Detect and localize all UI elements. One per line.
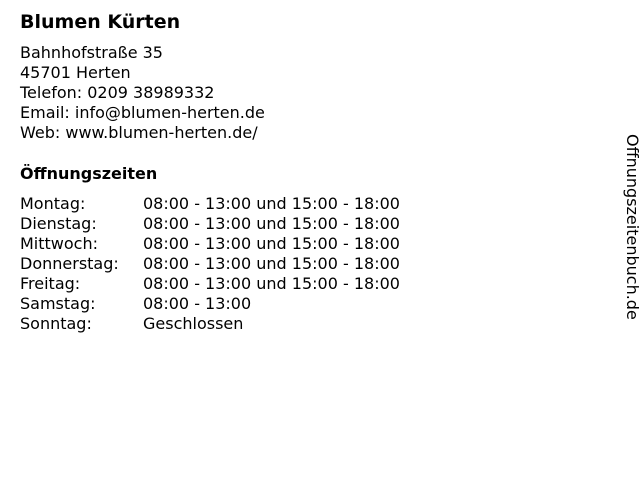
email: Email: info@blumen-herten.de [20,103,265,122]
hours-row: Donnerstag: 08:00 - 13:00 und 15:00 - 18:… [20,254,400,274]
hours-row: Freitag: 08:00 - 13:00 und 15:00 - 18:00 [20,274,400,294]
hours-heading: Öffnungszeiten [20,164,158,183]
business-name: Blumen Kürten [20,11,181,33]
day: Donnerstag: [20,254,119,273]
day: Samstag: [20,294,96,313]
day: Dienstag: [20,214,97,233]
hours-table: Montag: 08:00 - 13:00 und 15:00 - 18:00 D… [20,194,400,334]
phone: Telefon: 0209 38989332 [20,83,215,102]
hours-row: Sonntag: Geschlossen [20,314,400,334]
day: Sonntag: [20,314,92,333]
day: Mittwoch: [20,234,98,253]
hours-row: Montag: 08:00 - 13:00 und 15:00 - 18:00 [20,194,400,214]
time: 08:00 - 13:00 und 15:00 - 18:00 [143,214,400,233]
street: Bahnhofstraße 35 [20,43,163,62]
hours-row: Mittwoch: 08:00 - 13:00 und 15:00 - 18:00 [20,234,400,254]
city: 45701 Herten [20,63,131,82]
time: Geschlossen [143,314,244,333]
hours-row: Dienstag: 08:00 - 13:00 und 15:00 - 18:00 [20,214,400,234]
day: Montag: [20,194,86,213]
address-block: Bahnhofstraße 35 45701 Herten Telefon: 0… [20,43,265,143]
time: 08:00 - 13:00 und 15:00 - 18:00 [143,234,400,253]
watermark-text: Öffnungszeitenbuch.de [623,134,640,320]
time: 08:00 - 13:00 [143,294,252,313]
website: Web: www.blumen-herten.de/ [20,123,258,142]
day: Freitag: [20,274,81,293]
time: 08:00 - 13:00 und 15:00 - 18:00 [143,194,400,213]
time: 08:00 - 13:00 und 15:00 - 18:00 [143,274,400,293]
hours-row: Samstag: 08:00 - 13:00 [20,294,400,314]
time: 08:00 - 13:00 und 15:00 - 18:00 [143,254,400,273]
